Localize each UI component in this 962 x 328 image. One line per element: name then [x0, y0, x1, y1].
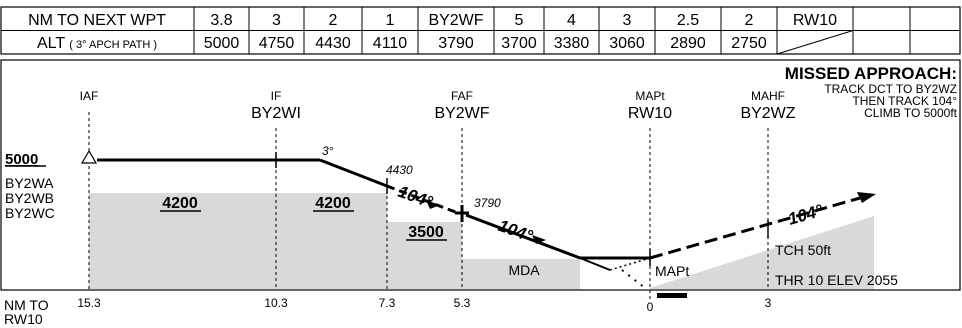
missed-approach-line: THEN TRACK 104°: [852, 94, 957, 108]
axis-tick: 7.3: [379, 296, 396, 310]
row1-label: NM TO NEXT WPT: [28, 12, 166, 29]
track-label-1: 104°: [396, 182, 436, 212]
row1-cell: 5: [515, 12, 524, 29]
missed-approach-path: [649, 196, 861, 260]
row1-cell: 1: [386, 12, 395, 29]
row1-cell: 2: [745, 12, 754, 29]
terrain-sector-3: [462, 259, 580, 289]
mda-label: MDA: [508, 262, 540, 278]
intermediate-descent: [319, 158, 388, 188]
fix-role-mapt: MAPt: [635, 89, 665, 103]
threshold-elevation: THR 10 ELEV 2055: [775, 272, 898, 288]
row2-label: ALT ( 3° APCH PATH ): [37, 35, 157, 52]
axis-label-line2: RW10: [4, 311, 43, 327]
track-label-2: 104°: [496, 216, 536, 246]
profile-frame: [0, 59, 961, 291]
terrain-sector-1: [89, 193, 387, 289]
runway-bar: [657, 293, 687, 298]
alt-4430: 4430: [386, 163, 413, 177]
faf-cross-icon: [455, 205, 469, 222]
row1-cell: BY2WF: [428, 12, 483, 29]
terrain-sector-2: [387, 222, 462, 289]
row1-cell: 4: [567, 12, 576, 29]
row2-cell: 5000: [204, 35, 240, 52]
row1-cell: 2.5: [677, 12, 699, 29]
arrow-icon: [532, 235, 546, 244]
below-mda-segment: [579, 257, 611, 271]
axis-tick: 3: [765, 296, 772, 310]
fix-name-faf: BY2WF: [434, 105, 489, 122]
row1-cell: 3: [623, 12, 632, 29]
axis-tick: 10.3: [264, 296, 288, 310]
missed-approach-line: CLIMB TO 5000ft: [864, 106, 958, 120]
fix-name-mapt: RW10: [628, 105, 672, 122]
row2-cell: 2890: [670, 35, 706, 52]
left-fix: BY2WB: [5, 190, 54, 206]
terrain-missed-area: [650, 216, 874, 289]
left-fix-labels: 5000 BY2WA BY2WB BY2WC: [5, 151, 55, 221]
sector-altitude-1: 4200: [162, 195, 198, 212]
terrain-areas: [89, 193, 874, 289]
row2-cell: 4750: [259, 35, 295, 52]
initial-altitude: 5000: [5, 151, 38, 168]
row1-cell: RW10: [793, 12, 837, 29]
left-fix: BY2WC: [5, 205, 55, 221]
iaf-triangle-icon: [80, 149, 98, 164]
fix-role-if: IF: [271, 89, 282, 103]
row2-cell: 2750: [731, 35, 767, 52]
visual-segment: [609, 257, 651, 271]
axis-label-line1: NM TO: [4, 297, 49, 313]
fix-role-iaf: IAF: [80, 89, 99, 103]
missed-arrow-icon: [857, 192, 876, 203]
axis-tick: 0: [647, 300, 654, 314]
sector-altitude-2: 4200: [315, 195, 351, 212]
row1-cell: 3: [272, 12, 281, 29]
row1-cell: 3.8: [210, 12, 232, 29]
axis-tick: 5.3: [454, 296, 471, 310]
track-label-missed: 104°: [786, 201, 825, 229]
row2-cell: 3380: [554, 35, 590, 52]
tch-label: TCH 50ft: [775, 242, 831, 258]
flight-path: [80, 149, 876, 298]
final-descent: [465, 213, 581, 260]
row1-cell: 2: [329, 12, 338, 29]
left-fix: BY2WA: [5, 175, 54, 191]
table-diagonal: [776, 30, 854, 55]
glide-extension: [621, 269, 646, 289]
fix-name-if: BY2WI: [251, 105, 301, 122]
missed-approach-line: TRACK DCT TO BY2WZ: [824, 82, 957, 96]
missed-approach: MISSED APPROACH: TRACK DCT TO BY2WZ THEN…: [785, 64, 958, 120]
mapt-label: MAPt: [655, 263, 689, 279]
row2-cell: 3060: [609, 35, 645, 52]
sector-altitudes: 4200 4200 3500: [160, 195, 447, 241]
fix-role-faf: FAF: [451, 89, 473, 103]
row2-cell: 3700: [501, 35, 537, 52]
alt-3790: 3790: [474, 196, 501, 210]
row2-cell: 3790: [438, 35, 474, 52]
nm-table: NM TO NEXT WPT 3.8 3 2 1 BY2WF 5 4 3 2.5…: [0, 6, 961, 55]
missed-approach-title: MISSED APPROACH:: [785, 64, 957, 83]
fix-labels: IAF IF BY2WI FAF BY2WF MAPt RW10 MAHF BY…: [80, 89, 796, 122]
fix-role-mahf: MAHF: [751, 89, 785, 103]
sector-altitude-3: 3500: [408, 224, 444, 241]
row2-cell: 4430: [315, 35, 351, 52]
fix-name-mahf: BY2WZ: [740, 105, 795, 122]
row2-cell: 4110: [373, 35, 408, 52]
distance-axis: NM TO RW10 15.3 10.3 7.3 5.3 0 3: [4, 296, 772, 327]
descent-angle: 3°: [322, 144, 334, 158]
axis-tick: 15.3: [77, 296, 101, 310]
arrow-icon: [426, 200, 440, 209]
